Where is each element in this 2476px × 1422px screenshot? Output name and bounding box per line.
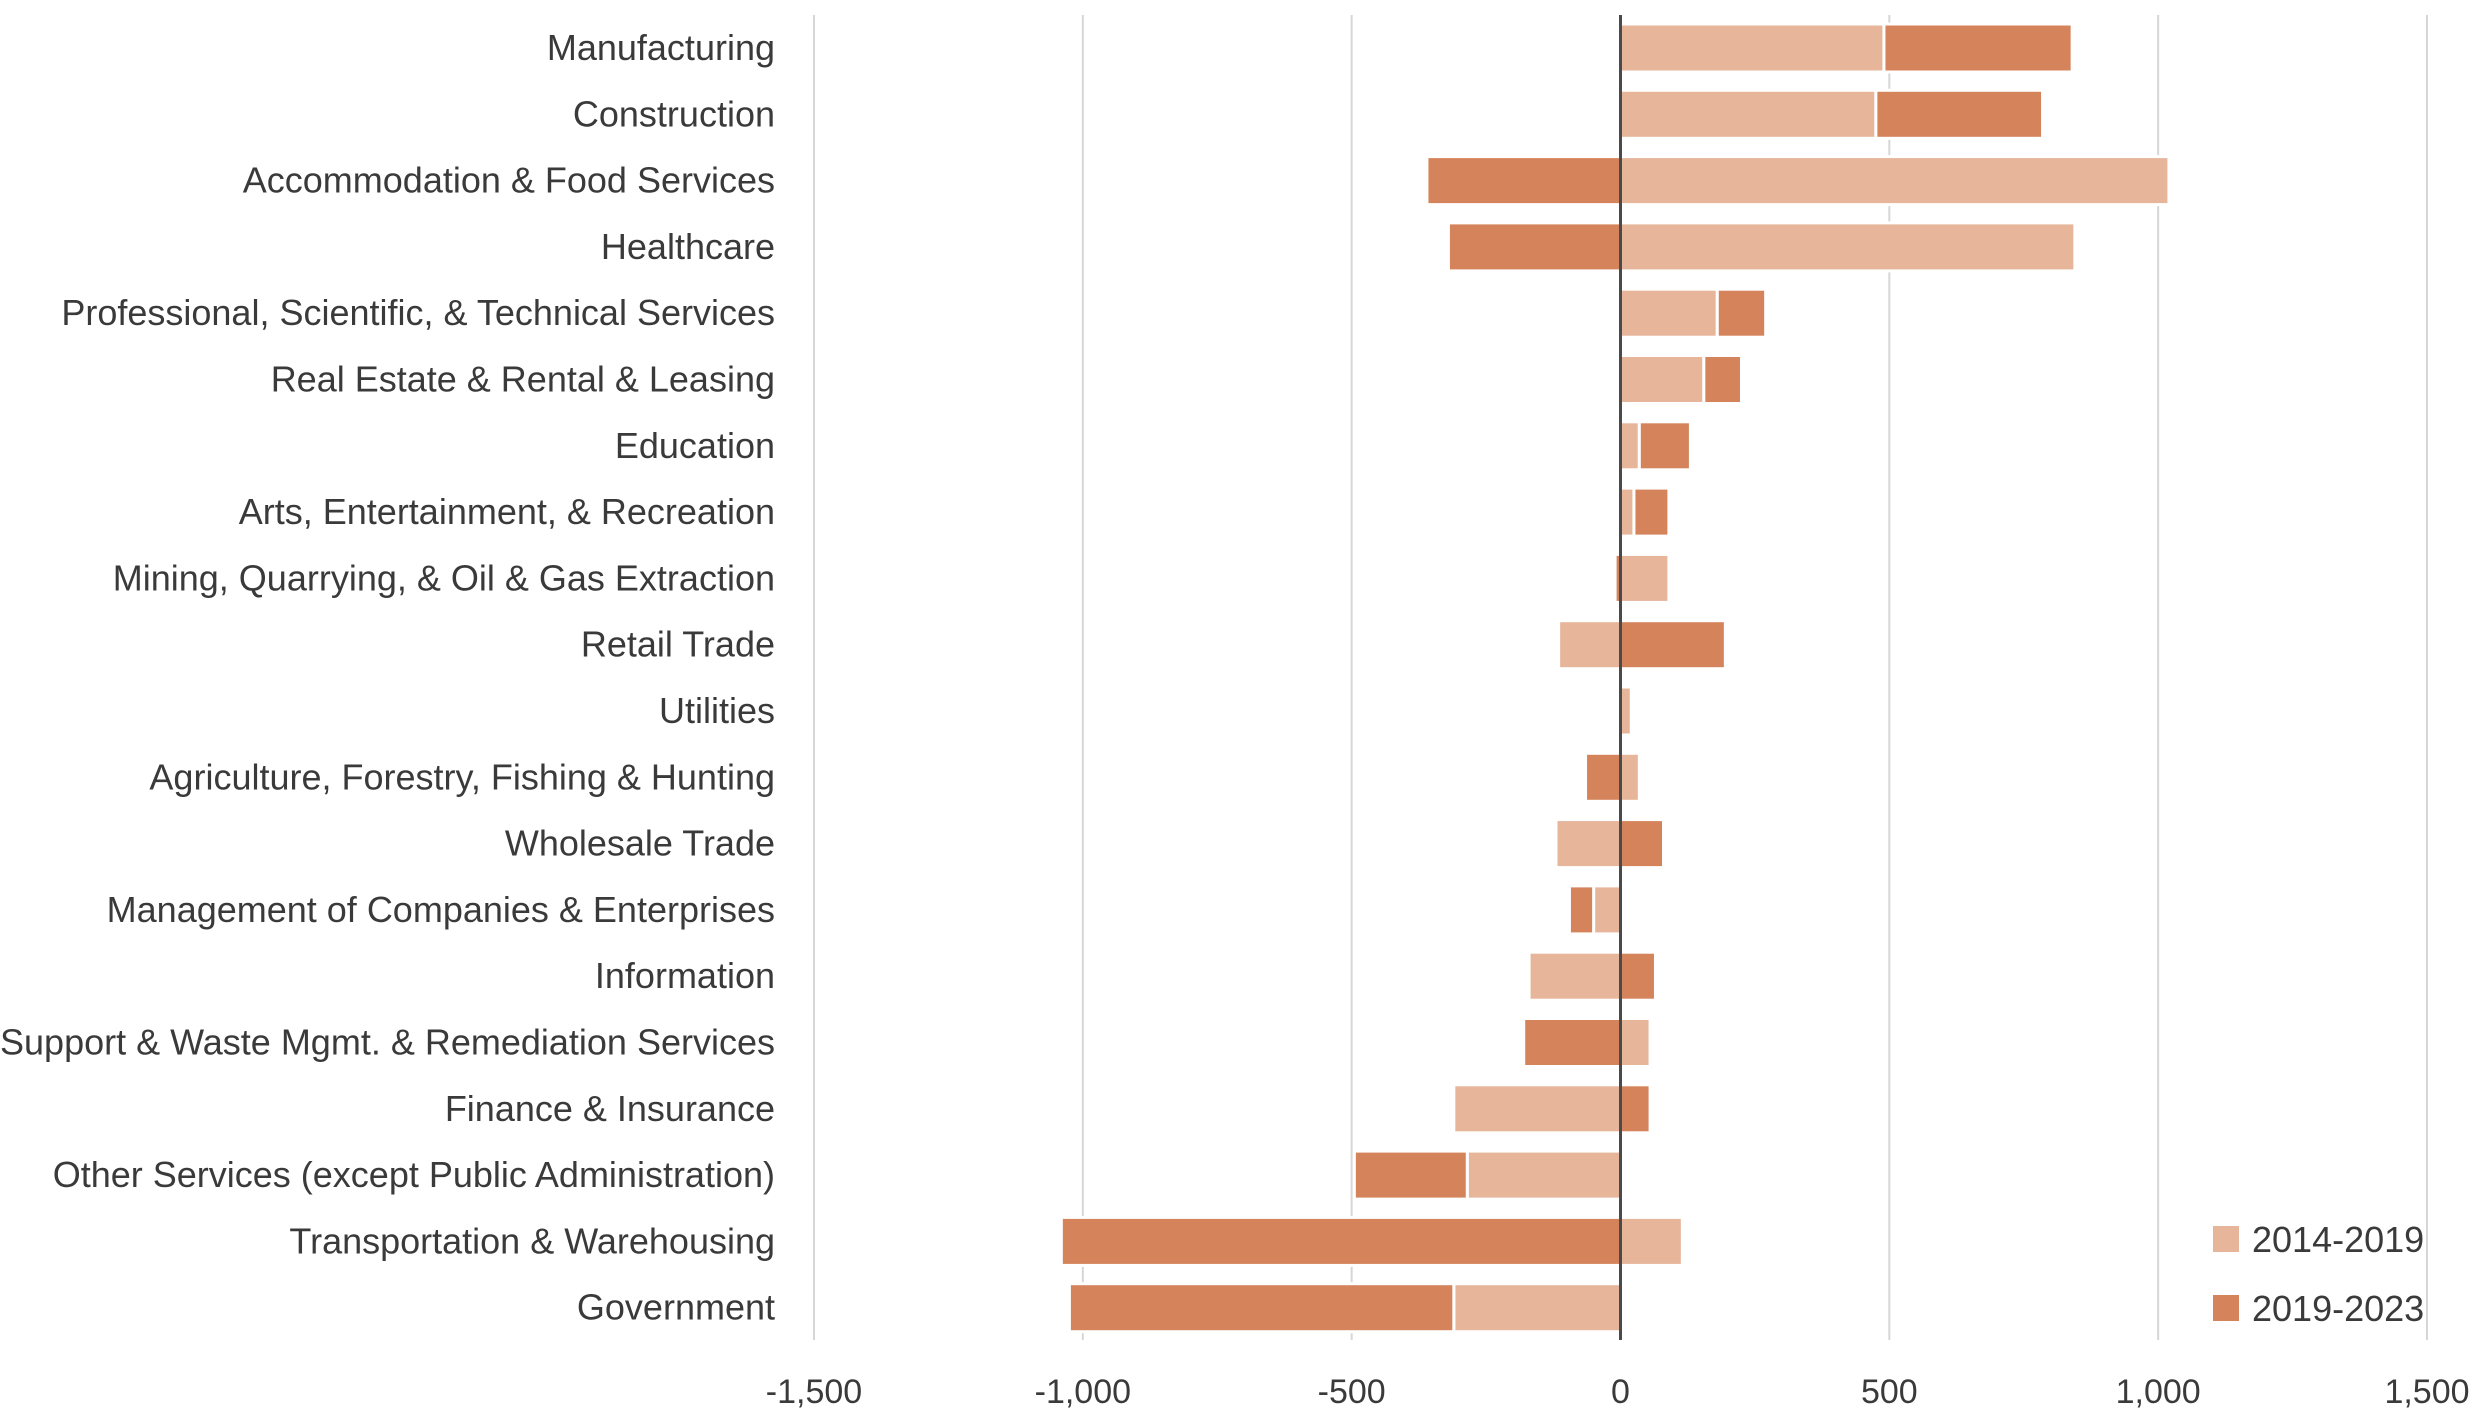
bar-2019-2023 xyxy=(1637,420,1692,472)
bar-2014-2019 xyxy=(1619,287,1719,339)
bar-2019-2023 xyxy=(1619,1083,1652,1135)
bar-2019-2023 xyxy=(1715,287,1768,339)
category-label: Professional, Scientific, & Technical Se… xyxy=(61,292,775,333)
bar-2019-2023 xyxy=(1567,884,1596,936)
x-tick-label: 1,000 xyxy=(2116,1373,2201,1411)
category-label: Admin. & Support & Waste Mgmt. & Remedia… xyxy=(0,1022,775,1063)
bar-2014-2019 xyxy=(1619,751,1641,803)
bar-2014-2019 xyxy=(1527,950,1623,1002)
category-label: Government xyxy=(577,1287,775,1328)
category-label: Finance & Insurance xyxy=(445,1088,775,1129)
category-label: Retail Trade xyxy=(581,624,775,665)
legend-swatch-2014-2019 xyxy=(2213,1226,2239,1252)
category-label: Utilities xyxy=(659,690,775,731)
legend: 2014-2019 2019-2023 xyxy=(2213,1219,2424,1329)
bar-2019-2023 xyxy=(1874,88,2045,140)
bar-2019-2023 xyxy=(1352,1149,1469,1201)
bar-2019-2023 xyxy=(1619,818,1666,870)
bar-2019-2023 xyxy=(1522,1017,1622,1068)
category-label: Other Services (except Public Administra… xyxy=(53,1154,775,1195)
category-label: Education xyxy=(615,425,775,466)
x-tick-label: -500 xyxy=(1318,1373,1386,1411)
bar-2014-2019 xyxy=(1619,685,1633,737)
category-label: Agriculture, Forestry, Fishing & Hunting xyxy=(149,756,775,797)
bar-2019-2023 xyxy=(1584,751,1622,803)
category-label: Accommodation & Food Services xyxy=(243,160,775,201)
category-label: Manufacturing xyxy=(547,27,775,68)
bar-2019-2023 xyxy=(1425,155,1622,207)
category-label: Wholesale Trade xyxy=(505,823,775,864)
bar-2014-2019 xyxy=(1619,221,2077,273)
category-label: Information xyxy=(595,955,775,996)
category-labels: Manufacturing Construction Accommodation &… xyxy=(0,27,775,1328)
category-label: Management of Companies & Enterprises xyxy=(107,889,775,930)
x-tick-label: -1,500 xyxy=(766,1373,862,1411)
legend-label-2019-2023: 2019-2023 xyxy=(2252,1288,2424,1329)
bar-2014-2019 xyxy=(1619,1215,1684,1267)
category-label: Arts, Entertainment, & Recreation xyxy=(239,491,775,532)
category-label: Transportation & Warehousing xyxy=(289,1220,775,1261)
bar-2019-2023 xyxy=(1067,1282,1456,1334)
bar-2019-2023 xyxy=(1702,354,1743,405)
legend-swatch-2019-2023 xyxy=(2213,1295,2239,1321)
bar-2019-2023 xyxy=(1446,221,1622,273)
bar-2014-2019 xyxy=(1452,1282,1623,1334)
bar-2014-2019 xyxy=(1619,155,2171,207)
bar-2014-2019 xyxy=(1557,619,1622,671)
bar-2014-2019 xyxy=(1554,818,1622,870)
legend-label-2014-2019: 2014-2019 xyxy=(2252,1219,2424,1260)
bar-2014-2019 xyxy=(1619,1017,1652,1068)
bar-2014-2019 xyxy=(1619,88,1878,140)
bar-2014-2019 xyxy=(1452,1083,1623,1135)
x-tick-label: 1,500 xyxy=(2384,1373,2469,1411)
bar-2014-2019 xyxy=(1619,486,1636,538)
bar-2019-2023 xyxy=(1632,486,1671,538)
bar-2014-2019 xyxy=(1592,884,1623,936)
category-label: Healthcare xyxy=(601,226,775,267)
x-axis-tick-labels: -1,500 -1,000 -500 0 500 1,000 1,500 xyxy=(766,1373,2470,1411)
bar-2014-2019 xyxy=(1619,552,1671,604)
bar-2014-2019 xyxy=(1619,354,1706,405)
bar-2019-2023 xyxy=(1059,1215,1622,1267)
bars xyxy=(1059,22,2171,1334)
bar-2014-2019 xyxy=(1465,1149,1623,1201)
x-tick-label: 0 xyxy=(1611,1373,1630,1411)
bar-2014-2019 xyxy=(1619,420,1641,472)
bar-2019-2023 xyxy=(1882,22,2074,74)
category-label: Mining, Quarrying, & Oil & Gas Extractio… xyxy=(113,557,775,598)
bar-2019-2023 xyxy=(1619,950,1657,1002)
category-label: Construction xyxy=(573,93,775,134)
bar-2014-2019 xyxy=(1619,22,1886,74)
bar-2019-2023 xyxy=(1619,619,1727,671)
x-tick-label: 500 xyxy=(1861,1373,1918,1411)
x-tick-label: -1,000 xyxy=(1035,1373,1131,1411)
category-label: Real Estate & Rental & Leasing xyxy=(271,359,775,400)
